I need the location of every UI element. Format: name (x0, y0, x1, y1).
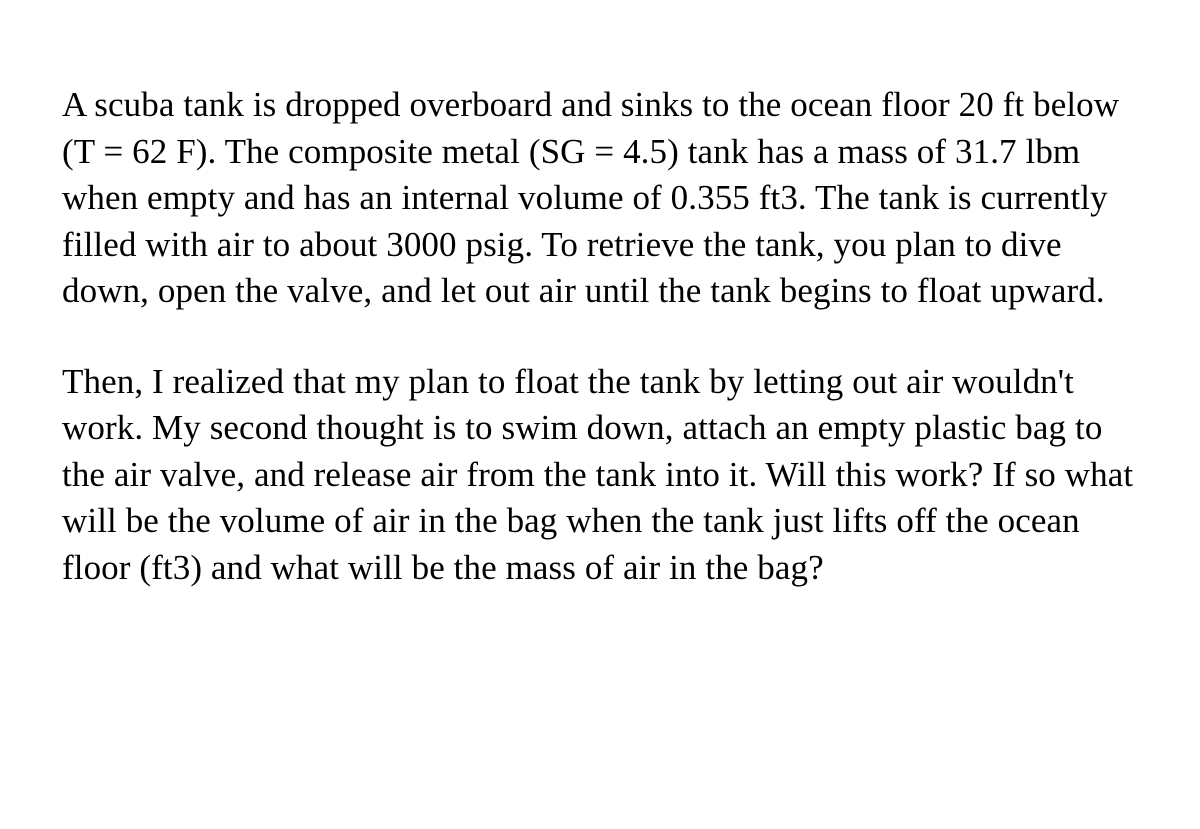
paragraph-gap (62, 315, 1138, 359)
paragraph-1: A scuba tank is dropped overboard and si… (62, 82, 1138, 315)
paragraph-2: Then, I realized that my plan to float t… (62, 359, 1138, 592)
document-page: A scuba tank is dropped overboard and si… (0, 0, 1200, 651)
